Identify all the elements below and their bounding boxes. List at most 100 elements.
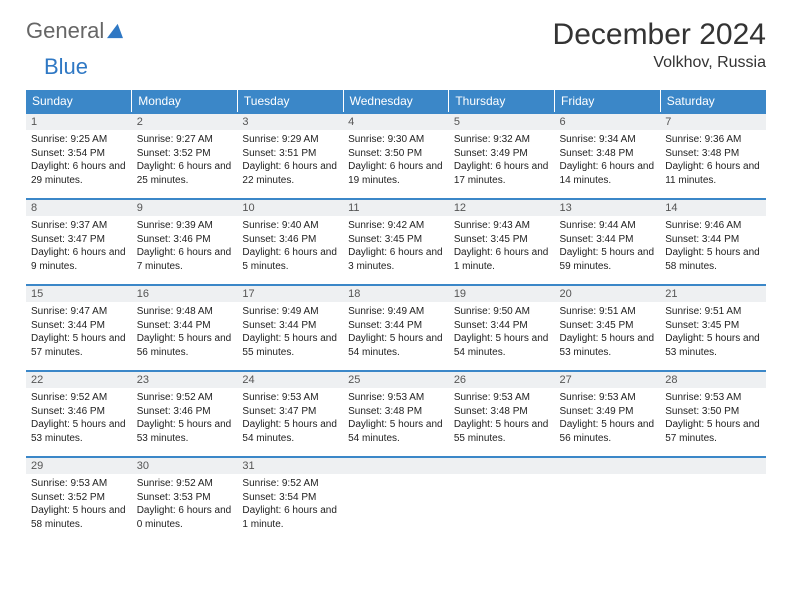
- day-details: Sunrise: 9:53 AMSunset: 3:52 PMDaylight:…: [26, 474, 132, 536]
- sunset-text: Sunset: 3:54 PM: [242, 491, 338, 505]
- day-number: 14: [660, 200, 766, 216]
- calendar-row: 22Sunrise: 9:52 AMSunset: 3:46 PMDayligh…: [26, 371, 766, 457]
- day-number: 15: [26, 286, 132, 302]
- logo-text-1: General: [26, 18, 104, 44]
- calendar-cell: 27Sunrise: 9:53 AMSunset: 3:49 PMDayligh…: [555, 371, 661, 457]
- day-number: 21: [660, 286, 766, 302]
- day-number: 2: [132, 114, 238, 130]
- calendar-cell: 11Sunrise: 9:42 AMSunset: 3:45 PMDayligh…: [343, 199, 449, 285]
- sunrise-text: Sunrise: 9:29 AM: [242, 133, 338, 147]
- calendar-cell: [660, 457, 766, 543]
- day-number: 7: [660, 114, 766, 130]
- daylight-text: Daylight: 6 hours and 1 minute.: [242, 504, 338, 531]
- sunrise-text: Sunrise: 9:42 AM: [348, 219, 444, 233]
- calendar-cell: 25Sunrise: 9:53 AMSunset: 3:48 PMDayligh…: [343, 371, 449, 457]
- daylight-text: Daylight: 5 hours and 53 minutes.: [665, 332, 761, 359]
- sunrise-text: Sunrise: 9:48 AM: [137, 305, 233, 319]
- calendar-cell: 12Sunrise: 9:43 AMSunset: 3:45 PMDayligh…: [449, 199, 555, 285]
- day-details: Sunrise: 9:51 AMSunset: 3:45 PMDaylight:…: [555, 302, 661, 364]
- day-number: 11: [343, 200, 449, 216]
- daylight-text: Daylight: 5 hours and 53 minutes.: [560, 332, 656, 359]
- day-header: Wednesday: [343, 90, 449, 113]
- daylight-text: Daylight: 5 hours and 55 minutes.: [454, 418, 550, 445]
- day-details: Sunrise: 9:43 AMSunset: 3:45 PMDaylight:…: [449, 216, 555, 278]
- sunrise-text: Sunrise: 9:30 AM: [348, 133, 444, 147]
- daylight-text: Daylight: 6 hours and 5 minutes.: [242, 246, 338, 273]
- day-details: Sunrise: 9:52 AMSunset: 3:46 PMDaylight:…: [26, 388, 132, 450]
- day-details: Sunrise: 9:53 AMSunset: 3:48 PMDaylight:…: [343, 388, 449, 450]
- calendar-cell: 19Sunrise: 9:50 AMSunset: 3:44 PMDayligh…: [449, 285, 555, 371]
- day-number: 3: [237, 114, 343, 130]
- sunset-text: Sunset: 3:52 PM: [137, 147, 233, 161]
- day-details: Sunrise: 9:30 AMSunset: 3:50 PMDaylight:…: [343, 130, 449, 192]
- calendar-cell: 5Sunrise: 9:32 AMSunset: 3:49 PMDaylight…: [449, 113, 555, 199]
- day-number: 9: [132, 200, 238, 216]
- sunrise-text: Sunrise: 9:52 AM: [137, 477, 233, 491]
- day-number: 27: [555, 372, 661, 388]
- day-details: Sunrise: 9:44 AMSunset: 3:44 PMDaylight:…: [555, 216, 661, 278]
- calendar-cell: 14Sunrise: 9:46 AMSunset: 3:44 PMDayligh…: [660, 199, 766, 285]
- daylight-text: Daylight: 5 hours and 55 minutes.: [242, 332, 338, 359]
- day-header: Sunday: [26, 90, 132, 113]
- daylight-text: Daylight: 5 hours and 53 minutes.: [31, 418, 127, 445]
- sunrise-text: Sunrise: 9:47 AM: [31, 305, 127, 319]
- calendar-cell: 22Sunrise: 9:52 AMSunset: 3:46 PMDayligh…: [26, 371, 132, 457]
- daylight-text: Daylight: 6 hours and 11 minutes.: [665, 160, 761, 187]
- daylight-text: Daylight: 6 hours and 14 minutes.: [560, 160, 656, 187]
- calendar-cell: 23Sunrise: 9:52 AMSunset: 3:46 PMDayligh…: [132, 371, 238, 457]
- calendar-cell: 2Sunrise: 9:27 AMSunset: 3:52 PMDaylight…: [132, 113, 238, 199]
- daylight-text: Daylight: 5 hours and 58 minutes.: [31, 504, 127, 531]
- daylight-text: Daylight: 6 hours and 0 minutes.: [137, 504, 233, 531]
- calendar-cell: 20Sunrise: 9:51 AMSunset: 3:45 PMDayligh…: [555, 285, 661, 371]
- day-details: Sunrise: 9:40 AMSunset: 3:46 PMDaylight:…: [237, 216, 343, 278]
- day-number: 12: [449, 200, 555, 216]
- sail-icon: [106, 23, 124, 39]
- daylight-text: Daylight: 6 hours and 25 minutes.: [137, 160, 233, 187]
- calendar-cell: 24Sunrise: 9:53 AMSunset: 3:47 PMDayligh…: [237, 371, 343, 457]
- calendar-row: 15Sunrise: 9:47 AMSunset: 3:44 PMDayligh…: [26, 285, 766, 371]
- logo-text-2: Blue: [44, 54, 88, 79]
- calendar-head: SundayMondayTuesdayWednesdayThursdayFrid…: [26, 90, 766, 113]
- daylight-text: Daylight: 5 hours and 56 minutes.: [137, 332, 233, 359]
- day-number: 31: [237, 458, 343, 474]
- sunset-text: Sunset: 3:48 PM: [560, 147, 656, 161]
- day-details: Sunrise: 9:53 AMSunset: 3:48 PMDaylight:…: [449, 388, 555, 450]
- daylight-text: Daylight: 5 hours and 57 minutes.: [665, 418, 761, 445]
- logo: General: [26, 18, 126, 44]
- day-details: Sunrise: 9:32 AMSunset: 3:49 PMDaylight:…: [449, 130, 555, 192]
- calendar-body: 1Sunrise: 9:25 AMSunset: 3:54 PMDaylight…: [26, 113, 766, 543]
- calendar-cell: 4Sunrise: 9:30 AMSunset: 3:50 PMDaylight…: [343, 113, 449, 199]
- calendar-cell: [449, 457, 555, 543]
- day-number: 10: [237, 200, 343, 216]
- day-details: Sunrise: 9:29 AMSunset: 3:51 PMDaylight:…: [237, 130, 343, 192]
- calendar-cell: 13Sunrise: 9:44 AMSunset: 3:44 PMDayligh…: [555, 199, 661, 285]
- calendar-row: 29Sunrise: 9:53 AMSunset: 3:52 PMDayligh…: [26, 457, 766, 543]
- sunrise-text: Sunrise: 9:53 AM: [348, 391, 444, 405]
- day-details: Sunrise: 9:53 AMSunset: 3:50 PMDaylight:…: [660, 388, 766, 450]
- sunrise-text: Sunrise: 9:27 AM: [137, 133, 233, 147]
- calendar-cell: 6Sunrise: 9:34 AMSunset: 3:48 PMDaylight…: [555, 113, 661, 199]
- daylight-text: Daylight: 5 hours and 54 minutes.: [348, 332, 444, 359]
- day-number: 20: [555, 286, 661, 302]
- sunrise-text: Sunrise: 9:44 AM: [560, 219, 656, 233]
- calendar-cell: 3Sunrise: 9:29 AMSunset: 3:51 PMDaylight…: [237, 113, 343, 199]
- calendar-cell: 31Sunrise: 9:52 AMSunset: 3:54 PMDayligh…: [237, 457, 343, 543]
- daylight-text: Daylight: 5 hours and 54 minutes.: [242, 418, 338, 445]
- day-number: 4: [343, 114, 449, 130]
- daylight-text: Daylight: 6 hours and 17 minutes.: [454, 160, 550, 187]
- day-details: Sunrise: 9:27 AMSunset: 3:52 PMDaylight:…: [132, 130, 238, 192]
- calendar-cell: 7Sunrise: 9:36 AMSunset: 3:48 PMDaylight…: [660, 113, 766, 199]
- calendar-row: 8Sunrise: 9:37 AMSunset: 3:47 PMDaylight…: [26, 199, 766, 285]
- sunset-text: Sunset: 3:46 PM: [31, 405, 127, 419]
- calendar-cell: 9Sunrise: 9:39 AMSunset: 3:46 PMDaylight…: [132, 199, 238, 285]
- daylight-text: Daylight: 5 hours and 53 minutes.: [137, 418, 233, 445]
- calendar-cell: 1Sunrise: 9:25 AMSunset: 3:54 PMDaylight…: [26, 113, 132, 199]
- day-number: 18: [343, 286, 449, 302]
- day-details: Sunrise: 9:48 AMSunset: 3:44 PMDaylight:…: [132, 302, 238, 364]
- day-number: 22: [26, 372, 132, 388]
- sunrise-text: Sunrise: 9:34 AM: [560, 133, 656, 147]
- sunrise-text: Sunrise: 9:51 AM: [560, 305, 656, 319]
- sunrise-text: Sunrise: 9:32 AM: [454, 133, 550, 147]
- day-header: Thursday: [449, 90, 555, 113]
- day-header: Saturday: [660, 90, 766, 113]
